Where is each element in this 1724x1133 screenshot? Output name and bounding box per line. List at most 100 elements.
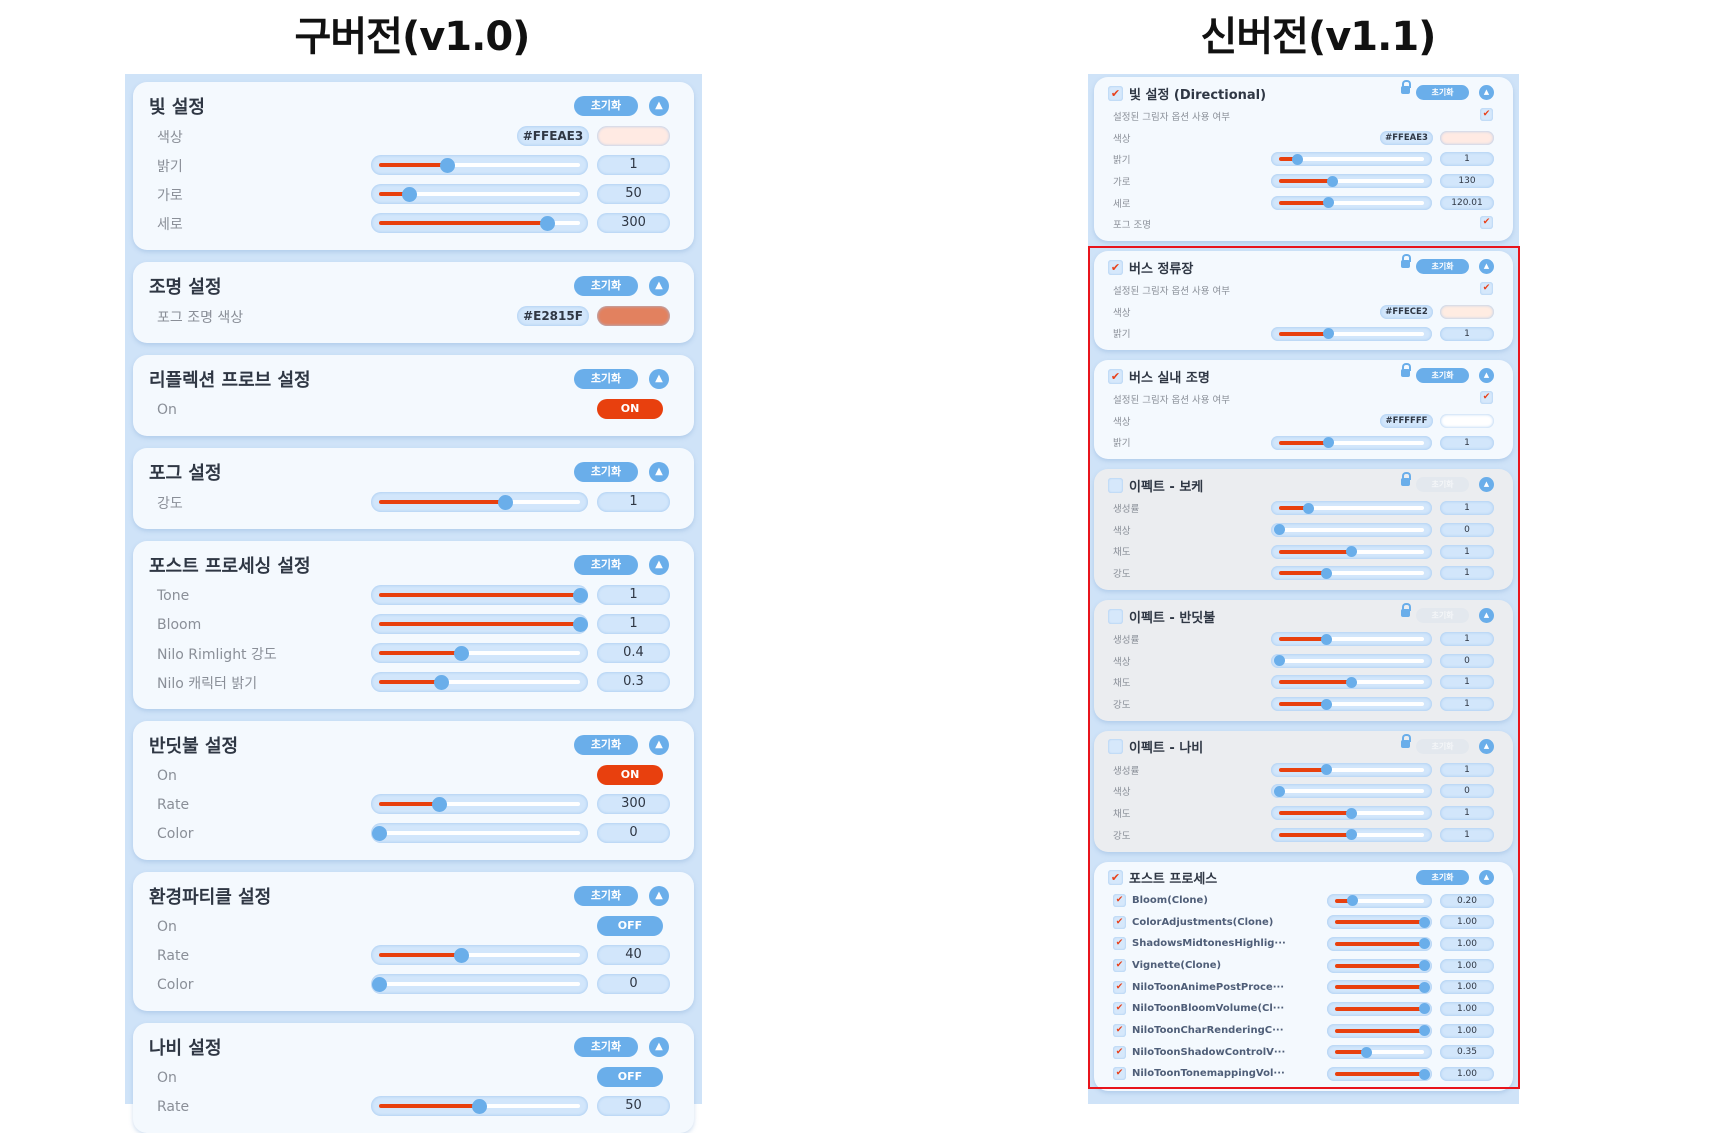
slider[interactable]: [1327, 1001, 1432, 1016]
slider-handle[interactable]: [431, 796, 447, 812]
collapse-arrow-icon[interactable]: ▲: [649, 1037, 669, 1057]
reset-button[interactable]: 초기화: [574, 276, 638, 296]
slider-handle[interactable]: [1322, 197, 1334, 209]
value-field[interactable]: 1: [1440, 544, 1494, 559]
value-field[interactable]: 300: [597, 213, 670, 233]
value-field[interactable]: 1.00: [1440, 936, 1494, 951]
slider-handle[interactable]: [1418, 1025, 1430, 1037]
color-swatch[interactable]: [1440, 304, 1494, 319]
reset-button[interactable]: 초기화: [574, 735, 638, 755]
color-hex-field[interactable]: #E2815F: [517, 306, 589, 326]
option-checkbox[interactable]: ✔: [1480, 282, 1493, 296]
item-checkbox[interactable]: ✔: [1113, 980, 1126, 994]
item-checkbox[interactable]: ✔: [1113, 1067, 1126, 1081]
lock-icon[interactable]: [1401, 472, 1411, 487]
value-field[interactable]: 1: [597, 614, 670, 634]
reset-button[interactable]: 초기화: [1416, 368, 1469, 384]
value-field[interactable]: 1: [1440, 501, 1494, 516]
slider-handle[interactable]: [572, 587, 588, 603]
slider[interactable]: [1327, 1023, 1432, 1038]
reset-button[interactable]: 초기화: [574, 462, 638, 482]
slider[interactable]: [1271, 522, 1432, 537]
slider[interactable]: [1327, 980, 1432, 995]
value-field[interactable]: 1.00: [1440, 980, 1494, 995]
slider[interactable]: [1271, 653, 1432, 668]
value-field[interactable]: 1: [1440, 806, 1494, 821]
value-field[interactable]: 1.00: [1440, 1023, 1494, 1038]
color-swatch[interactable]: [1440, 413, 1494, 428]
slider[interactable]: [1271, 195, 1432, 210]
section-enable-checkbox[interactable]: ✔: [1108, 259, 1123, 275]
section-enable-checkbox[interactable]: ✔: [1108, 870, 1123, 885]
value-field[interactable]: 1: [597, 492, 670, 512]
value-field[interactable]: 0.4: [597, 643, 670, 663]
slider-handle[interactable]: [1346, 807, 1357, 819]
slider[interactable]: [371, 643, 588, 663]
slider-handle[interactable]: [439, 157, 455, 173]
slider[interactable]: [1327, 1067, 1432, 1081]
slider-handle[interactable]: [1418, 960, 1430, 972]
slider-handle[interactable]: [1322, 328, 1334, 339]
toggle-button[interactable]: ON: [597, 765, 663, 785]
slider-handle[interactable]: [572, 616, 588, 632]
slider-handle[interactable]: [1327, 175, 1339, 187]
value-field[interactable]: 0.35: [1440, 1045, 1494, 1060]
value-field[interactable]: 0: [1440, 653, 1494, 668]
value-field[interactable]: 1: [1440, 632, 1494, 646]
slider-handle[interactable]: [401, 186, 417, 202]
reset-button[interactable]: 초기화: [1416, 477, 1469, 493]
collapse-arrow-icon[interactable]: ▲: [649, 369, 669, 389]
reset-button[interactable]: 초기화: [1416, 85, 1469, 100]
collapse-arrow-icon[interactable]: ▲: [1479, 738, 1494, 754]
collapse-arrow-icon[interactable]: ▲: [649, 462, 669, 482]
slider-handle[interactable]: [433, 674, 449, 690]
reset-button[interactable]: 초기화: [1416, 738, 1469, 754]
slider[interactable]: [1271, 632, 1432, 646]
item-checkbox[interactable]: ✔: [1113, 893, 1126, 907]
slider[interactable]: [371, 184, 588, 204]
option-checkbox[interactable]: ✔: [1480, 216, 1493, 230]
slider-handle[interactable]: [1321, 698, 1333, 710]
slider-handle[interactable]: [1347, 895, 1359, 906]
slider-handle[interactable]: [1360, 1046, 1372, 1058]
section-enable-checkbox[interactable]: [1108, 477, 1123, 493]
value-field[interactable]: 1: [1440, 566, 1494, 581]
slider-handle[interactable]: [540, 215, 556, 231]
item-checkbox[interactable]: ✔: [1113, 958, 1126, 972]
slider[interactable]: [371, 213, 588, 233]
collapse-arrow-icon[interactable]: ▲: [1479, 368, 1494, 384]
value-field[interactable]: 120.01: [1440, 195, 1494, 210]
section-enable-checkbox[interactable]: [1108, 608, 1123, 624]
slider-handle[interactable]: [453, 645, 469, 661]
color-swatch[interactable]: [597, 126, 670, 146]
value-field[interactable]: 1: [1440, 827, 1494, 842]
value-field[interactable]: 300: [597, 794, 670, 814]
item-checkbox[interactable]: ✔: [1113, 1002, 1126, 1016]
collapse-arrow-icon[interactable]: ▲: [649, 276, 669, 296]
slider[interactable]: [371, 155, 588, 175]
slider[interactable]: [1327, 936, 1432, 951]
toggle-button[interactable]: OFF: [597, 916, 663, 936]
item-checkbox[interactable]: ✔: [1113, 1045, 1126, 1059]
item-checkbox[interactable]: ✔: [1113, 1023, 1126, 1037]
value-field[interactable]: 50: [597, 1096, 670, 1116]
slider[interactable]: [1327, 893, 1432, 908]
color-hex-field[interactable]: #FFFFFF: [1380, 413, 1433, 428]
value-field[interactable]: 1: [1440, 326, 1494, 341]
collapse-arrow-icon[interactable]: ▲: [649, 555, 669, 575]
slider[interactable]: [1271, 435, 1432, 450]
slider[interactable]: [371, 614, 588, 634]
collapse-arrow-icon[interactable]: ▲: [649, 96, 669, 116]
toggle-button[interactable]: OFF: [597, 1067, 663, 1087]
reset-button[interactable]: 초기화: [574, 369, 638, 389]
reset-button[interactable]: 초기화: [1416, 608, 1469, 623]
section-enable-checkbox[interactable]: ✔: [1108, 85, 1123, 101]
slider[interactable]: [1327, 958, 1432, 973]
section-enable-checkbox[interactable]: [1108, 739, 1123, 755]
value-field[interactable]: 1: [1440, 435, 1494, 450]
slider[interactable]: [1271, 326, 1432, 341]
slider-handle[interactable]: [371, 825, 387, 841]
slider-handle[interactable]: [472, 1098, 487, 1114]
collapse-arrow-icon[interactable]: ▲: [1479, 869, 1494, 885]
reset-button[interactable]: 초기화: [574, 886, 638, 906]
